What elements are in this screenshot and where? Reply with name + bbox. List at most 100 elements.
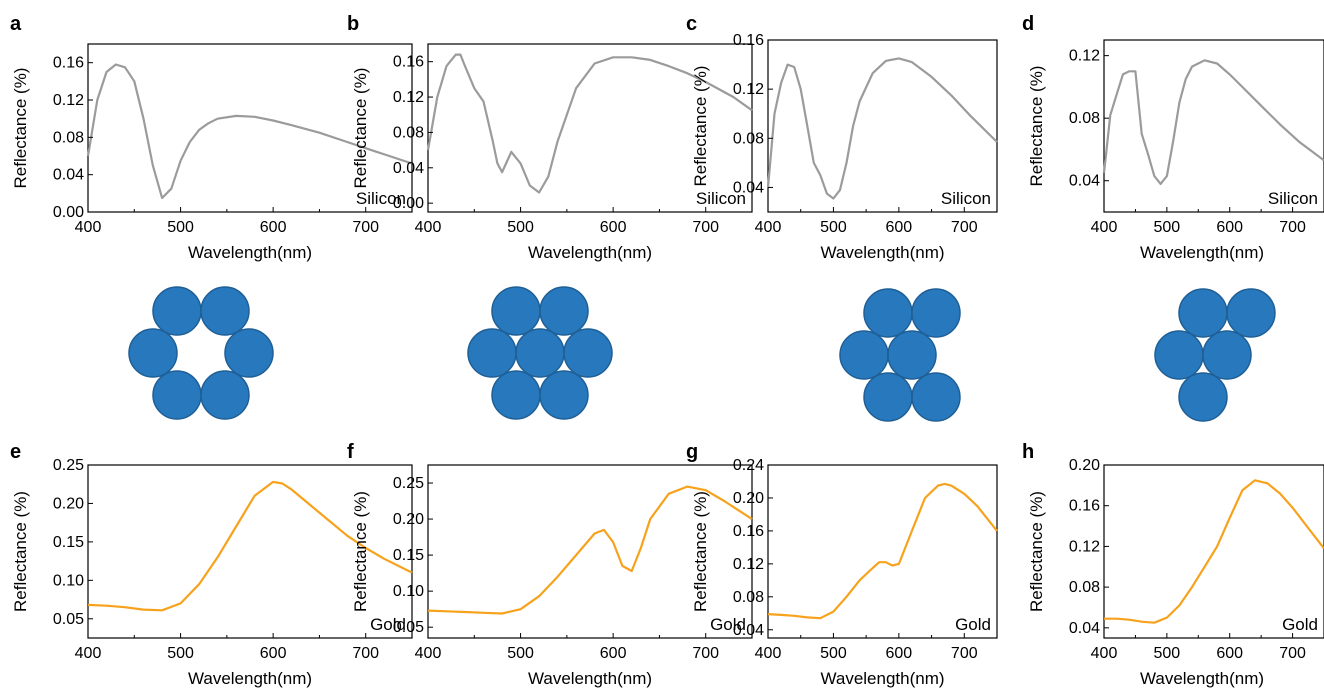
plot-frame <box>1103 39 1324 213</box>
x-tick-label: 600 <box>1216 219 1243 236</box>
material-label: Gold <box>370 615 406 634</box>
plot-frame <box>427 464 753 639</box>
nanoparticle <box>1178 288 1228 338</box>
panel-label: c <box>686 13 697 35</box>
panel-h: h 400 500 600 700 0.04 0.08 0.12 0.16 0.20 Wavelen… <box>1022 441 1324 688</box>
y-tick-label: 0.20 <box>53 495 84 512</box>
y-tick-label: 0.10 <box>393 583 424 600</box>
x-tick-label: 700 <box>951 645 978 662</box>
y-axis-label: Reflectance (%) <box>351 491 370 612</box>
nanoparticle <box>515 328 565 378</box>
y-axis-label: Reflectance (%) <box>691 491 710 612</box>
material-label: Gold <box>955 615 991 634</box>
x-tick-label: 400 <box>1091 645 1118 662</box>
panel-label: g <box>686 441 698 463</box>
y-tick-label: 0.08 <box>733 589 764 606</box>
y-tick-label: 0.08 <box>53 129 84 146</box>
y-tick-label: 0.15 <box>393 547 424 564</box>
x-tick-label: 500 <box>820 219 847 236</box>
material-label: Gold <box>710 615 746 634</box>
y-tick-label: 0.25 <box>53 457 84 474</box>
y-tick-label: 0.04 <box>393 160 424 177</box>
y-tick-label: 0.08 <box>733 130 764 147</box>
reflectance-line <box>427 485 753 615</box>
reflectance-line <box>86 63 413 200</box>
y-tick-label: 0.10 <box>53 572 84 589</box>
panel-label: b <box>347 13 359 35</box>
nanoparticle <box>539 370 589 420</box>
material-label: Silicon <box>941 189 991 208</box>
y-tick-label: 0.12 <box>733 81 764 98</box>
panel-label: e <box>10 441 21 463</box>
x-tick-label: 400 <box>755 645 782 662</box>
material-label: Silicon <box>356 189 406 208</box>
x-axis-label: Wavelength(nm) <box>528 669 652 688</box>
particle-arrangement-a <box>128 286 274 420</box>
x-tick-label: 500 <box>507 645 534 662</box>
panel-g: g 400 500 600 700 0.04 0.08 0.12 0.16 0.20 0.24 Wav… <box>686 441 998 688</box>
panel-a: a 400 500 600 700 0.00 0.04 0.08 0.12 0.16 Wavelen… <box>10 13 413 262</box>
x-tick-label: 500 <box>507 219 534 236</box>
panel-label: f <box>347 441 354 463</box>
y-tick-label: 0.05 <box>393 619 424 636</box>
panel-c: c 400 500 600 700 0.04 0.08 0.12 0.16 Wavelength(… <box>686 13 998 262</box>
reflectance-line <box>426 53 753 194</box>
nanoparticle <box>1154 330 1204 380</box>
y-tick-label: 0.04 <box>1069 620 1100 637</box>
reflectance-line <box>87 480 413 612</box>
nanoparticle <box>539 286 589 336</box>
nanoparticle <box>200 370 250 420</box>
panel-label: h <box>1022 441 1034 463</box>
x-tick-label: 700 <box>692 219 719 236</box>
y-axis-label: Reflectance (%) <box>1027 491 1046 612</box>
x-tick-label: 600 <box>260 645 287 662</box>
nanoparticle <box>887 330 937 380</box>
y-tick-label: 0.12 <box>393 89 424 106</box>
y-tick-label: 0.16 <box>733 523 764 540</box>
nanoparticle <box>911 288 961 338</box>
y-tick-label: 0.04 <box>53 167 84 184</box>
panel-label: a <box>10 13 22 35</box>
y-tick-label: 0.08 <box>1069 579 1100 596</box>
nanoparticle <box>200 286 250 336</box>
nanoparticle <box>491 370 541 420</box>
y-tick-label: 0.25 <box>393 475 424 492</box>
x-tick-label: 500 <box>820 645 847 662</box>
material-label: Silicon <box>1268 189 1318 208</box>
x-tick-label: 700 <box>692 645 719 662</box>
x-axis-label: Wavelength(nm) <box>1140 243 1264 262</box>
nanoparticle <box>1226 288 1276 338</box>
plot-frame <box>427 43 753 213</box>
y-tick-label: 0.12 <box>53 92 84 109</box>
x-tick-label: 400 <box>75 645 102 662</box>
y-tick-label: 0.15 <box>53 534 84 551</box>
nanoparticle <box>1178 372 1228 422</box>
x-tick-label: 600 <box>600 219 627 236</box>
nanoparticle <box>467 328 517 378</box>
y-tick-label: 0.12 <box>1069 48 1100 65</box>
y-tick-label: 0.04 <box>1069 173 1100 190</box>
x-axis-label: Wavelength(nm) <box>820 243 944 262</box>
material-label: Gold <box>1282 615 1318 634</box>
y-axis-label: Reflectance (%) <box>691 66 710 187</box>
x-tick-label: 600 <box>260 219 287 236</box>
y-tick-label: 0.05 <box>53 611 84 628</box>
particle-arrangement-c <box>839 288 961 422</box>
x-tick-label: 600 <box>886 219 913 236</box>
plot-frame <box>87 43 413 213</box>
y-axis-label: Reflectance (%) <box>11 491 30 612</box>
panel-f: f 400 500 600 700 0.05 0.10 0.15 0.20 0.25 Wavelen… <box>347 441 753 688</box>
nanoparticle <box>128 328 178 378</box>
x-tick-label: 700 <box>951 219 978 236</box>
y-axis-label: Reflectance (%) <box>1027 66 1046 187</box>
y-tick-label: 0.24 <box>733 457 764 474</box>
y-tick-label: 0.04 <box>733 622 764 639</box>
nanoparticle <box>491 286 541 336</box>
x-tick-label: 700 <box>1279 645 1306 662</box>
nanoparticle <box>911 372 961 422</box>
y-tick-label: 0.20 <box>1069 457 1100 474</box>
y-tick-label: 0.16 <box>1069 498 1100 515</box>
x-tick-label: 400 <box>415 645 442 662</box>
y-tick-label: 0.08 <box>1069 110 1100 127</box>
